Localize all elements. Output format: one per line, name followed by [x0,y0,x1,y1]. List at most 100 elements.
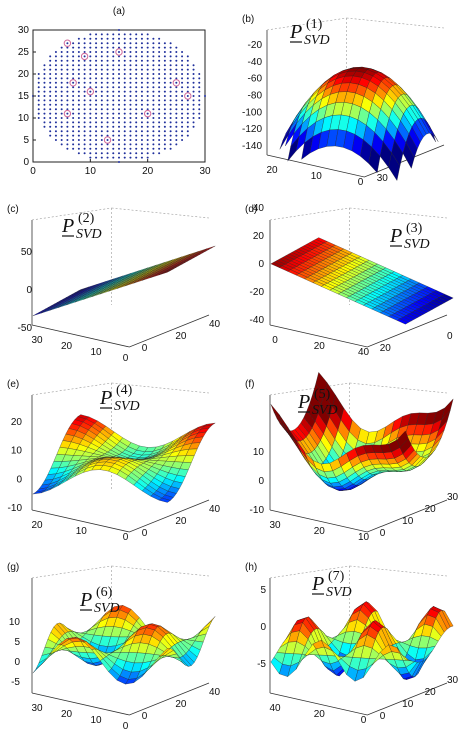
grid-point [95,95,98,97]
grid-point [66,112,69,115]
grid-point [72,103,75,106]
grid-point [112,55,115,58]
grid-point [72,112,75,115]
surface-patch [32,311,45,316]
z-tick-label: 20 [11,417,23,428]
panel-label-a: (a) [113,6,125,17]
grid-point [186,125,189,128]
grid-point [140,77,143,80]
grid-point [95,59,98,62]
grid-point [100,77,103,80]
grid-point [60,134,63,137]
grid-point [198,112,201,115]
grid-point [83,121,86,124]
grid-point [89,51,92,53]
grid-point [169,95,172,97]
grid-point [66,90,69,93]
grid-point [37,112,40,115]
grid-point [60,108,63,111]
y-tick-label: 5 [23,135,29,146]
grid-point [186,130,189,133]
grid-point [106,90,109,93]
surface-patch [158,270,171,276]
z-tick-label: -20 [248,40,263,51]
grid-point [123,112,126,115]
grid-point [106,81,109,84]
grid-point [169,112,172,115]
x-tick-label: 20 [31,520,43,531]
highlighted-point [103,136,112,144]
grid-point [181,125,184,128]
grid-point [83,125,86,128]
grid-point [152,51,155,53]
grid-point [135,156,138,159]
z-tick-label: 10 [9,617,21,628]
grid-point [49,95,52,97]
grid-point [152,117,155,119]
grid-point [135,121,138,124]
grid-point [146,130,149,133]
grid-point [140,55,143,58]
grid-point [89,81,92,84]
grid-point [146,125,149,128]
grid-point [54,125,57,128]
grid-point [163,90,166,93]
grid-point [112,42,115,45]
title-main: P [289,21,302,43]
axis-floor-d [269,314,448,348]
grid-point [152,152,155,155]
grid-point [77,143,80,146]
grid-point [140,147,143,150]
title-main: P [389,225,402,247]
grid-point [106,112,109,115]
grid-point [192,86,195,89]
y-tick-label: 30 [18,25,30,36]
grid-point [181,55,184,58]
grid-point [129,59,132,62]
grid-point [83,55,86,58]
grid-point [37,103,40,106]
grid-point [89,77,92,80]
grid-point [95,156,98,159]
x-tick-label: 10 [358,532,370,543]
grid-point [77,99,80,102]
grid-point [152,73,155,75]
grid-point [112,68,115,71]
grid-point [95,68,98,71]
axis-floor-g [31,682,210,716]
grid-point [77,46,80,49]
grid-point [77,125,80,128]
grid-point [118,68,120,71]
grid-point [163,42,166,45]
surface-patch [388,152,401,181]
grid-point [129,139,132,141]
grid-point [175,99,178,102]
grid-point [72,55,75,58]
grid-point [140,99,143,102]
grid-point [37,108,40,111]
grid-point [118,108,120,111]
grid-point [60,55,63,58]
x-tick-label: 0 [358,177,364,188]
grid-point [60,81,63,84]
grid-point [181,134,184,137]
grid-point [72,147,75,150]
grid-point [54,95,57,97]
grid-point [77,103,80,106]
grid-point [106,103,109,106]
grid-point [169,86,172,89]
grid-point [135,108,138,111]
grid-point [158,64,161,67]
grid-point [49,121,52,124]
surface-patch [158,497,171,503]
highlighted-point [172,79,181,87]
panel-label-d: (d) [245,204,257,215]
grid-point [146,143,149,146]
grid-point [123,51,126,53]
panel-title-c: P SVD(2) [61,211,102,242]
grid-point [95,73,98,75]
grid-point [169,55,172,58]
grid-point [54,59,57,62]
grid-point [77,121,80,124]
y-tick-label: 30 [377,173,389,184]
